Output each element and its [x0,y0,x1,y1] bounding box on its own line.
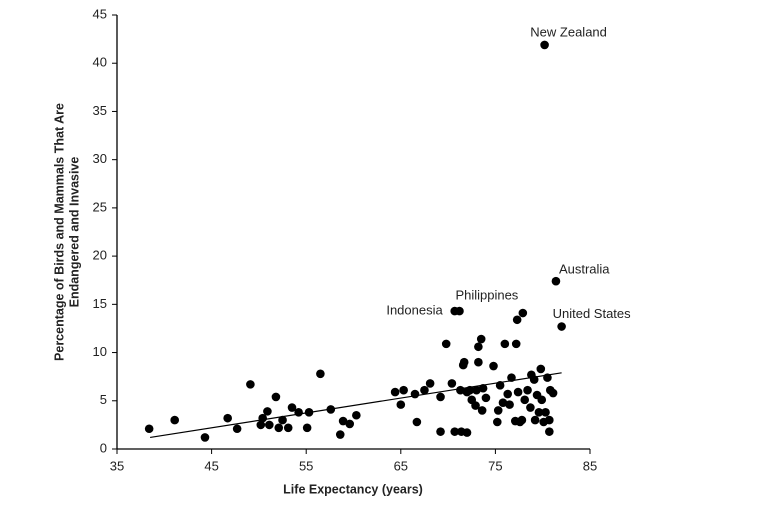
point [265,420,274,430]
point [263,407,272,416]
point [425,379,435,388]
point [536,364,546,374]
y-tick-label: 0 [100,440,107,455]
point [144,424,154,434]
y-tick-label: 20 [93,248,107,263]
point [338,416,348,426]
point [472,385,481,395]
point [450,427,460,436]
x-tick-label: 75 [488,458,502,473]
point [412,417,422,427]
point [530,415,540,425]
point [410,389,420,399]
point [232,424,242,434]
point [396,400,406,409]
point [537,395,547,405]
annotation: United States [553,306,632,321]
point [526,403,535,412]
point [541,408,550,417]
point [478,383,488,393]
point [335,430,345,439]
point [489,361,498,371]
point [420,385,429,395]
point [352,410,361,420]
point [459,357,469,367]
point [283,423,293,433]
point [517,415,527,425]
trend-line [150,372,562,439]
point [471,401,480,410]
point [441,339,451,349]
annotation: New Zealand [530,24,607,39]
point [302,423,312,433]
point [170,415,180,425]
point [481,393,491,403]
point [278,415,287,425]
point [474,357,483,367]
y-tick-label: 40 [93,55,107,70]
y-tick-label: 30 [93,151,107,166]
point [271,392,281,402]
point [476,334,486,344]
point [316,369,325,379]
point [518,308,528,318]
point [474,342,483,352]
point [436,392,445,402]
point [551,276,561,286]
point [345,419,355,429]
point [246,380,255,389]
point [455,306,464,316]
point [505,400,514,409]
point [557,322,566,331]
point [548,388,558,398]
point [511,339,521,349]
point [498,398,508,408]
point [545,415,554,425]
point [436,427,445,436]
point [500,339,510,349]
y-tick-label: 15 [93,296,107,311]
point [520,395,530,405]
y-axis-title-line: Endangered and Invasive [67,157,81,308]
point [493,406,503,415]
y-tick-label: 5 [100,392,107,407]
x-tick-label: 45 [204,458,218,473]
point [492,417,502,427]
point [462,428,472,437]
point [545,427,554,436]
point [477,406,487,415]
y-tick-label: 45 [93,6,107,21]
point [513,387,523,397]
point [399,385,408,395]
annotation: Philippines [455,288,518,303]
point [294,408,303,417]
point [256,420,266,430]
x-tick-label: 55 [299,458,313,473]
point [223,413,232,423]
point [523,385,532,395]
point [540,40,549,50]
y-tick-label: 25 [93,199,107,214]
x-tick-label: 65 [394,458,408,473]
point [200,433,210,442]
point [287,403,297,412]
x-tick-label: 35 [110,458,124,473]
annotation: Indonesia [386,303,443,318]
y-axis-title: Percentage of Birds and Mammals That Are… [52,103,81,361]
point [512,315,522,325]
y-tick-label: 10 [93,344,107,359]
point [390,387,400,397]
y-tick-label: 35 [93,103,107,118]
point [447,379,457,388]
x-axis-title: Life Expectancy (years) [283,482,423,496]
x-tick-label: 85 [583,458,597,473]
point [534,408,544,417]
y-axis-title-line: Percentage of Birds and Mammals That Are [52,103,66,361]
point [503,389,512,399]
annotation: Australia [559,262,610,277]
point [274,423,284,433]
